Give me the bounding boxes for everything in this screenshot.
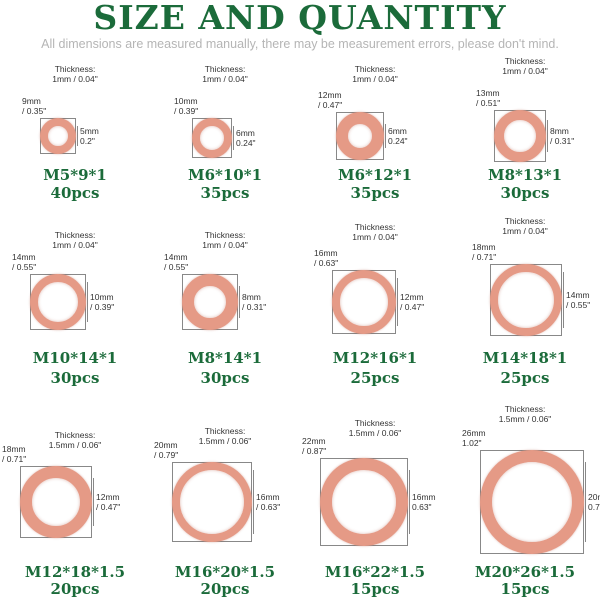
page-subtitle: All dimensions are measured manually, th… (41, 37, 559, 51)
copper-washer (480, 450, 584, 554)
washer-spec: M16*22*1.5 (324, 563, 426, 581)
copper-washer (320, 458, 408, 546)
thickness-label: Thickness: 1mm / 0.04" (352, 64, 398, 84)
washer-quantity: 15pcs (500, 580, 550, 598)
washer-spec: M6*10*1 (187, 166, 263, 184)
washer-cell: Thickness: 1mm / 0.04" 18mm/ 0.71" 14mm/ 0.… (450, 0, 600, 600)
dimension-tick (239, 286, 240, 318)
inner-diameter-label: 10mm/ 0.39" (90, 292, 115, 312)
thickness-label: Thickness: 1mm / 0.04" (202, 64, 248, 84)
washer-spec: M16*20*1.5 (174, 563, 276, 581)
thickness-label: Thickness: 1.5mm / 0.06" (198, 426, 252, 446)
outer-diameter-label: 16mm/ 0.63" (314, 248, 339, 268)
washer-quantity: 25pcs (350, 369, 400, 387)
washer-cell: Thickness: 1.5mm / 0.06" 18mm/ 0.71" 12mm / … (0, 0, 150, 600)
dimension-tick (233, 126, 234, 150)
washer-quantity: 30pcs (50, 369, 100, 387)
inner-diameter-label: 5mm 0.2" (80, 126, 99, 146)
dimension-tick (563, 272, 564, 328)
washer-cell: Thickness: 1mm / 0.04" 14mm/ 0.55" 8mm/ 0.3… (150, 0, 300, 600)
thickness-label: Thickness: 1.5mm / 0.06" (348, 418, 402, 438)
washer-quantity: 35pcs (200, 184, 250, 202)
inner-diameter-label: 8mm/ 0.31" (550, 126, 575, 146)
washer-quantity: 20pcs (50, 580, 100, 598)
copper-washer (494, 110, 546, 162)
inner-diameter-label: 12mm/ 0.47" (96, 492, 121, 512)
washer-spec: M8*14*1 (187, 349, 263, 367)
inner-diameter-label: 6mm 0.24" (236, 128, 256, 148)
washer-quantity: 20pcs (200, 580, 250, 598)
washer-spec: M12*18*1.5 (24, 563, 126, 581)
washer-cell: Thickness: 1.5mm / 0.06" 22mm/ 0.87" 16mm 0.… (300, 0, 450, 600)
washer-spec: M10*14*1 (32, 349, 118, 367)
copper-washer (490, 264, 562, 336)
washer-cell: Thickness: 1mm / 0.04" 12mm/ 0.47" 6mm 0.24"… (300, 0, 450, 600)
inner-diameter-label: 16mm/ 0.63" (256, 492, 281, 512)
outer-diameter-label: 20mm/ 0.79" (154, 440, 179, 460)
dimension-tick (253, 470, 254, 534)
outer-diameter-label: 13mm/ 0.51" (476, 88, 501, 108)
outer-diameter-label: 14mm/ 0.55" (164, 252, 189, 272)
washer-spec: M8*13*1 (487, 166, 563, 184)
outer-diameter-label: 26mm 1.02" (462, 428, 486, 448)
dimension-tick (77, 126, 78, 146)
washer-spec: M12*16*1 (332, 349, 418, 367)
washer-spec: M6*12*1 (337, 166, 413, 184)
copper-washer (332, 270, 396, 334)
copper-washer (30, 274, 86, 330)
copper-washer (192, 118, 232, 158)
dimension-tick (397, 278, 398, 326)
washer-cell: Thickness: 1mm / 0.04" 13mm/ 0.51" 8mm/ 0.3… (450, 0, 600, 600)
dimension-tick (547, 120, 548, 152)
outer-diameter-label: 12mm/ 0.47" (318, 90, 343, 110)
dimension-tick (87, 282, 88, 322)
copper-washer (40, 118, 76, 154)
washer-quantity: 40pcs (50, 184, 100, 202)
copper-washer (172, 462, 252, 542)
washer-spec: M14*18*1 (482, 349, 568, 367)
outer-diameter-label: 14mm/ 0.55" (12, 252, 37, 272)
washer-cell: Thickness: 1mm / 0.04" 10mm/ 0.39" 6mm 0.24"… (150, 0, 300, 600)
thickness-label: Thickness: 1mm / 0.04" (502, 56, 548, 76)
washer-quantity: 15pcs (350, 580, 400, 598)
inner-diameter-label: 20mm0.79" (588, 492, 600, 512)
washer-quantity: 30pcs (500, 184, 550, 202)
washer-cell: Thickness: 1.5mm / 0.06" 20mm/ 0.79" 16mm / … (150, 0, 300, 600)
thickness-label: Thickness: 1.5mm / 0.06" (48, 430, 102, 450)
dimension-tick (585, 462, 586, 542)
thickness-label: Thickness: 1mm / 0.04" (52, 230, 98, 250)
dimension-tick (93, 478, 94, 526)
inner-diameter-label: 6mm 0.24" (388, 126, 408, 146)
inner-diameter-label: 16mm 0.63" (412, 492, 436, 512)
inner-diameter-label: 14mm/ 0.55" (566, 290, 591, 310)
inner-diameter-label: 8mm/ 0.31" (242, 292, 267, 312)
outer-diameter-label: 22mm/ 0.87" (302, 436, 327, 456)
washer-quantity: 35pcs (350, 184, 400, 202)
washer-quantity: 30pcs (200, 369, 250, 387)
outer-diameter-label: 18mm/ 0.71" (2, 444, 27, 464)
outer-diameter-label: 9mm/ 0.35" (22, 96, 47, 116)
thickness-label: Thickness: 1mm / 0.04" (352, 222, 398, 242)
dimension-tick (409, 470, 410, 534)
washer-cell: Thickness: 1mm / 0.04" 14mm/ 0.55" 10mm/ 0.… (0, 0, 150, 600)
outer-diameter-label: 18mm/ 0.71" (472, 242, 497, 262)
washer-cell: Thickness: 1mm / 0.04" 9mm/ 0.35" 5mm 0.2" M5… (0, 0, 150, 600)
washer-spec: M20*26*1.5 (474, 563, 576, 581)
thickness-label: Thickness: 1mm / 0.04" (52, 64, 98, 84)
thickness-label: Thickness: 1mm / 0.04" (202, 230, 248, 250)
inner-diameter-label: 12mm/ 0.47" (400, 292, 425, 312)
dimension-tick (385, 124, 386, 148)
washer-quantity: 25pcs (500, 369, 550, 387)
thickness-label: Thickness: 1.5mm / 0.06" (498, 404, 552, 424)
copper-washer (20, 466, 92, 538)
thickness-label: Thickness: 1mm / 0.04" (502, 216, 548, 236)
page-title: SIZE AND QUANTITY (93, 0, 507, 37)
washer-cell: Thickness: 1mm / 0.04" 16mm/ 0.63" 12mm/ 0.… (300, 0, 450, 600)
washer-spec: M5*9*1 (43, 166, 107, 184)
outer-diameter-label: 10mm/ 0.39" (174, 96, 199, 116)
